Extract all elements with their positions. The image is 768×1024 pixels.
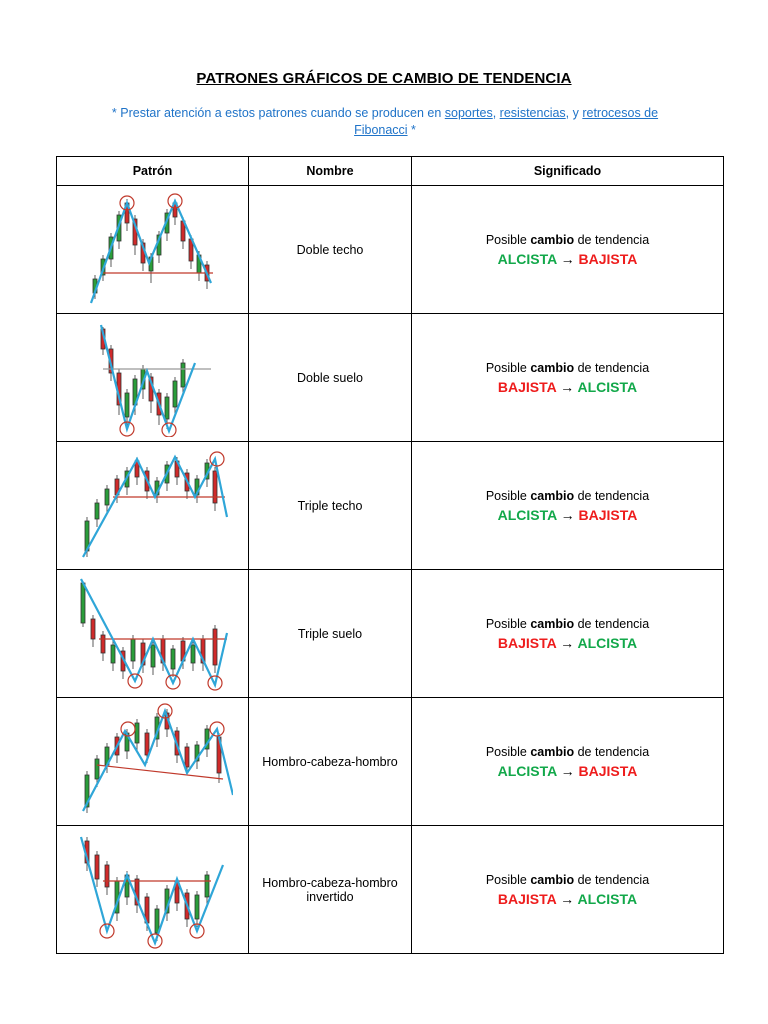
arrow-icon: → <box>560 378 575 395</box>
meaning-bold: cambio <box>530 488 575 503</box>
pattern-meaning: Posible cambio de tendencia BAJISTA → AL… <box>411 313 724 442</box>
meaning-bold: cambio <box>530 360 575 375</box>
pattern-name: Triple suelo <box>248 569 412 698</box>
pattern-meaning: Posible cambio de tendencia BAJISTA → AL… <box>411 825 724 954</box>
link-retrocesos-fibonacci[interactable]: retrocesos de Fibonacci <box>354 106 659 137</box>
meaning-suffix: de tendencia <box>574 360 650 375</box>
note-prefix: * Prestar atención a estos patrones cuan… <box>111 106 445 120</box>
pattern-cell <box>56 441 249 570</box>
meaning-prefix: Posible <box>485 232 531 247</box>
meaning-suffix: de tendencia <box>574 488 650 503</box>
trend-to: BAJISTA <box>578 250 638 267</box>
trend-from: ALCISTA <box>497 250 557 267</box>
page-title: PATRONES GRÁFICOS DE CAMBIO DE TENDENCIA <box>196 70 572 87</box>
inverse-head-shoulders-chart-icon <box>72 830 233 949</box>
trend-change: ALCISTA → BAJISTA <box>412 505 723 525</box>
trend-to: ALCISTA <box>577 378 638 395</box>
meaning-text: Posible cambio de tendencia <box>412 615 723 633</box>
trend-from: BAJISTA <box>497 890 557 907</box>
trend-to: ALCISTA <box>577 890 638 907</box>
meaning-bold: cambio <box>530 232 575 247</box>
link-resistencias[interactable]: resistencias <box>499 106 566 120</box>
trend-from: BAJISTA <box>497 378 557 395</box>
note-text: * Prestar atención a estos patrones cuan… <box>100 105 670 139</box>
meaning-text: Posible cambio de tendencia <box>412 359 723 377</box>
meaning-prefix: Posible <box>485 360 531 375</box>
trend-change: BAJISTA → ALCISTA <box>412 633 723 653</box>
pattern-cell <box>56 697 249 826</box>
meaning-prefix: Posible <box>485 744 531 759</box>
meaning-text: Posible cambio de tendencia <box>412 743 723 761</box>
trend-change: BAJISTA → ALCISTA <box>412 377 723 397</box>
table-row: Hombro-cabeza-hombro invertido Posible c… <box>56 825 724 954</box>
table-row: Doble techo Posible cambio de tendencia … <box>56 185 724 314</box>
pattern-cell <box>56 185 249 314</box>
trend-change: BAJISTA → ALCISTA <box>412 889 723 909</box>
pattern-name: Hombro-cabeza-hombro invertido <box>248 825 412 954</box>
meaning-bold: cambio <box>530 744 575 759</box>
trend-to: ALCISTA <box>577 634 638 651</box>
meaning-text: Posible cambio de tendencia <box>412 231 723 249</box>
triple-bottom-chart-icon <box>72 574 233 693</box>
note-sep-1: , <box>492 106 500 120</box>
link-soportes[interactable]: soportes <box>444 106 493 120</box>
trend-to: BAJISTA <box>578 506 638 523</box>
pattern-meaning: Posible cambio de tendencia ALCISTA → BA… <box>411 185 724 314</box>
note-sep-2: , y <box>565 106 583 120</box>
meaning-suffix: de tendencia <box>574 232 650 247</box>
pattern-cell <box>56 569 249 698</box>
double-bottom-chart-icon <box>72 318 233 437</box>
header-name: Nombre <box>248 156 412 186</box>
table-row: Hombro-cabeza-hombro Posible cambio de t… <box>56 697 724 826</box>
header-pattern: Patrón <box>56 156 249 186</box>
pattern-name: Doble techo <box>248 185 412 314</box>
meaning-bold: cambio <box>530 872 575 887</box>
head-shoulders-chart-icon <box>72 702 233 821</box>
header-meaning: Significado <box>411 156 724 186</box>
meaning-bold: cambio <box>530 616 575 631</box>
trend-to: BAJISTA <box>578 762 638 779</box>
meaning-prefix: Posible <box>485 872 531 887</box>
trend-change: ALCISTA → BAJISTA <box>412 761 723 781</box>
arrow-icon: → <box>560 250 575 267</box>
pattern-name: Hombro-cabeza-hombro <box>248 697 412 826</box>
pattern-cell <box>56 825 249 954</box>
pattern-meaning: Posible cambio de tendencia BAJISTA → AL… <box>411 569 724 698</box>
meaning-text: Posible cambio de tendencia <box>412 871 723 889</box>
meaning-suffix: de tendencia <box>574 616 650 631</box>
meaning-suffix: de tendencia <box>574 744 650 759</box>
meaning-prefix: Posible <box>485 616 531 631</box>
table-header-row: Patrón Nombre Significado <box>56 156 724 186</box>
meaning-text: Posible cambio de tendencia <box>412 487 723 505</box>
trend-from: BAJISTA <box>497 634 557 651</box>
arrow-icon: → <box>560 890 575 907</box>
trend-from: ALCISTA <box>497 762 557 779</box>
arrow-icon: → <box>560 762 575 779</box>
triple-top-chart-icon <box>72 446 233 565</box>
note-suffix: * <box>407 123 416 137</box>
pattern-meaning: Posible cambio de tendencia ALCISTA → BA… <box>411 441 724 570</box>
table-row: Triple suelo Posible cambio de tendencia… <box>56 569 724 698</box>
pattern-name: Doble suelo <box>248 313 412 442</box>
trend-from: ALCISTA <box>497 506 557 523</box>
table-row: Doble suelo Posible cambio de tendencia … <box>56 313 724 442</box>
pattern-meaning: Posible cambio de tendencia ALCISTA → BA… <box>411 697 724 826</box>
trend-change: ALCISTA → BAJISTA <box>412 249 723 269</box>
double-top-chart-icon <box>72 190 233 309</box>
arrow-icon: → <box>560 634 575 651</box>
pattern-cell <box>56 313 249 442</box>
patterns-table: Patrón Nombre Significado <box>56 156 724 954</box>
meaning-prefix: Posible <box>485 488 531 503</box>
meaning-suffix: de tendencia <box>574 872 650 887</box>
table-row: Triple techo Posible cambio de tendencia… <box>56 441 724 570</box>
arrow-icon: → <box>560 506 575 523</box>
pattern-name: Triple techo <box>248 441 412 570</box>
